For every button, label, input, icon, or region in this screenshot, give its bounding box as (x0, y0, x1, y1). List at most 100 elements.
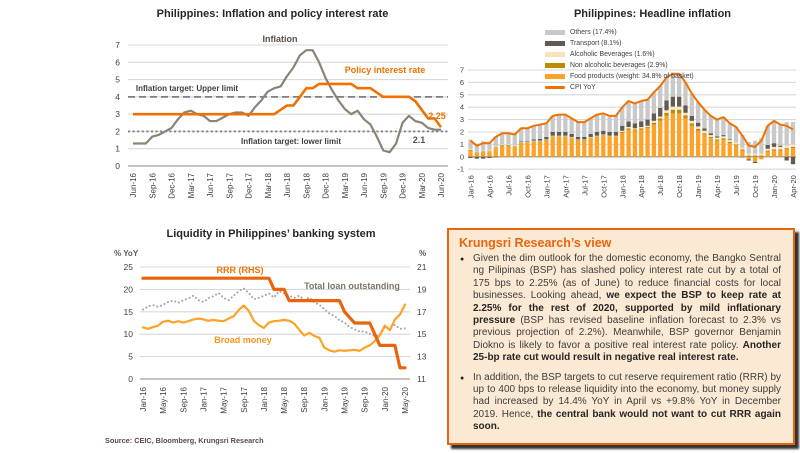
source-note: Source: CEIC, Bloomberg, Krungsri Resear… (105, 436, 264, 445)
bar-non_alcoholic_beverages (499, 145, 505, 146)
left-tick-label: 5 (128, 352, 133, 362)
bar-non_alcoholic_beverages (544, 140, 549, 141)
bar-alcoholic_beverages (759, 153, 764, 156)
bar-food (499, 145, 505, 157)
bar-transport (771, 143, 777, 147)
left-tick-label: 0 (128, 374, 133, 384)
bar-food (651, 124, 657, 157)
bar-transport (632, 123, 638, 129)
research-view-box: Krungsri Research’s view Given the dim o… (447, 228, 795, 445)
bar-others (651, 92, 657, 114)
bar-food (645, 128, 650, 157)
legend-label: Food products (weight: 34.8% of basket) (570, 73, 694, 80)
bar-food (563, 136, 568, 157)
legend-line-swatch (545, 86, 565, 89)
bar-alcoholic_beverages (740, 147, 745, 150)
legend-box-swatch (545, 63, 565, 68)
x-tick-label: Jun-16 (129, 172, 138, 197)
bar-non_alcoholic_beverages (620, 132, 625, 134)
bar-non_alcoholic_beverages (588, 137, 593, 139)
x-tick-label: Sep-18 (302, 172, 311, 198)
bar-food (506, 145, 511, 157)
bar-alcoholic_beverages (626, 127, 631, 129)
bar-alcoholic_beverages (677, 106, 682, 110)
left-tick-label: 15 (124, 307, 134, 317)
bar-transport (518, 141, 524, 142)
bar-others (518, 128, 524, 142)
bullet-text: (BSP has revised baseline inflation fore… (473, 315, 781, 351)
bar-food (550, 136, 555, 157)
x-tick-label: Mar-20 (418, 172, 427, 198)
bar-food (733, 145, 739, 157)
x-tick-label: Jun-20 (437, 172, 446, 197)
bar-food (714, 140, 720, 157)
bar-non_alcoholic_beverages (582, 140, 587, 141)
legend-box-swatch (545, 41, 565, 46)
bar-others (468, 139, 473, 150)
bar-food (474, 153, 479, 157)
bar-transport (620, 125, 625, 131)
x-tick-label: Dec-16 (168, 172, 177, 198)
bar-alcoholic_beverages (658, 116, 663, 119)
bar-alcoholic_beverages (752, 153, 758, 156)
x-tick-label: Sep-16 (179, 386, 188, 412)
bar-transport (639, 121, 644, 128)
bar-transport (493, 156, 498, 158)
bar-others (537, 124, 543, 139)
bar-alcoholic_beverages (487, 150, 492, 152)
bar-alcoholic_beverages (632, 128, 638, 130)
x-tick-label: Jul-18 (656, 175, 665, 195)
annotation: 2.25 (428, 111, 446, 121)
left-tick-label: 10 (124, 329, 134, 339)
bar-others (677, 73, 682, 97)
inflation-policy-plot: 0 1 2 3 4 5 6 7 Jun-16 Sep-16 Dec-16 Mar-17 Jun-17 Se… (115, 34, 448, 199)
bar-non_alcoholic_beverages (493, 147, 498, 149)
y-tick-label: 1 (115, 144, 120, 154)
legend-box-swatch (545, 52, 565, 57)
bar-others (582, 122, 587, 137)
bar-non_alcoholic_beverages (790, 146, 796, 149)
chart-title: Philippines: Inflation and policy intere… (156, 8, 389, 20)
bar-alcoholic_beverages (620, 130, 625, 132)
bar-transport (746, 159, 751, 161)
bar-others (790, 122, 796, 145)
bar-non_alcoholic_beverages (778, 149, 783, 151)
bar-transport (695, 122, 701, 127)
x-tick-label: Apr-18 (637, 175, 646, 198)
bullet-text-bold: Another 25-bp rate cut would result in n… (473, 339, 781, 364)
right-tick-label: 13 (417, 352, 427, 362)
bar-food (518, 143, 524, 157)
bar-alcoholic_beverages (550, 135, 555, 137)
bar-alcoholic_beverages (733, 142, 739, 145)
bar-others (575, 122, 581, 137)
x-tick-label: Jan-18 (260, 386, 269, 411)
bar-food (544, 140, 549, 157)
bar-food (626, 129, 631, 157)
series-cpi-yoy (469, 72, 794, 148)
legend-box-swatch (545, 30, 565, 35)
bar-non_alcoholic_beverages (613, 136, 619, 137)
bar-alcoholic_beverages (493, 146, 498, 148)
x-tick-label: May-17 (220, 386, 229, 413)
right-axis-unit: % (419, 249, 426, 258)
y-tick-label: 0 (460, 152, 464, 161)
bar-others (607, 115, 612, 132)
y-tick-label: 0 (115, 161, 120, 171)
x-tick-label: Jan-17 (199, 386, 208, 411)
x-tick-label: Sep-16 (148, 172, 157, 198)
bar-transport (645, 119, 650, 126)
bar-non_alcoholic_beverages (746, 155, 751, 157)
bar-food (778, 150, 783, 157)
x-tick-label: Oct-16 (523, 175, 532, 198)
bar-non_alcoholic_beverages (771, 149, 777, 151)
bar-others (645, 99, 650, 120)
y-tick-label: 3 (460, 115, 464, 124)
bar-alcoholic_beverages (746, 153, 751, 156)
bar-transport (613, 132, 619, 136)
bar-transport (626, 121, 631, 128)
bar-others (569, 118, 574, 134)
y-tick-label: 2 (460, 128, 464, 137)
x-tick-label: Jan-16 (139, 386, 148, 411)
y-tick-label: 3 (115, 109, 120, 119)
x-tick-label: Jun-19 (360, 172, 369, 197)
